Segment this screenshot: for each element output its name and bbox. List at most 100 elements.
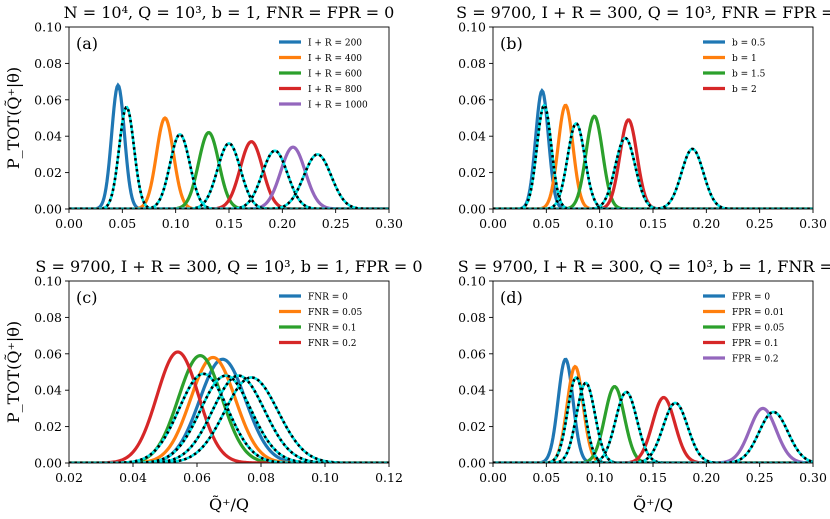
- legend-label: I + R = 1000: [308, 101, 368, 111]
- legend-label: FPR = 0: [732, 293, 770, 303]
- x-tick-label: 0.20: [692, 216, 720, 231]
- legend: FPR = 0 FPR = 0.01 FPR = 0.05 FPR = 0.1 FPR …: [703, 293, 785, 365]
- y-tick-label: 0.00: [458, 202, 486, 217]
- x-tick-label: 0.10: [586, 470, 614, 485]
- approx-line-dotted-3: [69, 374, 389, 463]
- series-line-3: [493, 114, 813, 209]
- y-tick-label: 0.06: [458, 346, 486, 361]
- legend: b = 0.5 b = 1 b = 1.5 b = 2: [703, 39, 766, 95]
- y-tick-label: 0.10: [34, 274, 62, 289]
- y-tick-label: 0.08: [458, 56, 486, 71]
- x-tick-label: 0.05: [532, 216, 560, 231]
- axes-frame: [68, 280, 390, 464]
- panel-a: 0.00 0.05 0.10 0.15 0.20 0.25 0.30 0.00 0.02 0.04…: [4, 3, 403, 231]
- y-tick-label: 0.04: [34, 383, 62, 398]
- x-axis-label: Q̃⁺/Q: [209, 495, 249, 514]
- x-tick-label: 0.05: [108, 216, 136, 231]
- approx-line-cyan-4: [493, 147, 813, 209]
- approx-line-dotted-5: [493, 410, 813, 463]
- series-line-4: [493, 118, 813, 209]
- panel-title: S = 9700, I + R = 300, Q = 10³, FNR = FP…: [456, 3, 830, 22]
- y-tick-label: 0.04: [34, 129, 62, 144]
- x-tick-label: 0.00: [55, 216, 83, 231]
- x-tick-label: 0.20: [692, 470, 720, 485]
- series-line-1: [493, 357, 813, 463]
- x-tick-label: 0.30: [375, 216, 403, 231]
- series-line-2: [493, 103, 813, 209]
- approx-line-dotted-3: [493, 136, 813, 209]
- approx-line-dotted-1: [69, 105, 389, 209]
- legend: FNR = 0 FNR = 0.05 FNR = 0.1 FNR = 0.2: [279, 293, 362, 349]
- x-tick-label: 0.00: [479, 470, 507, 485]
- approx-line-cyan-3: [69, 142, 389, 209]
- x-tick-label: 0.08: [247, 470, 275, 485]
- legend-label: FPR = 0.1: [732, 339, 779, 349]
- legend-label: I + R = 800: [308, 85, 362, 95]
- x-tick-label: 0.25: [746, 470, 774, 485]
- x-tick-label: 0.30: [799, 470, 827, 485]
- y-tick-label: 0.06: [458, 92, 486, 107]
- approx-line-cyan-3: [493, 136, 813, 209]
- legend-label: FNR = 0: [308, 293, 348, 303]
- x-tick-label: 0.05: [532, 470, 560, 485]
- x-tick-label: 0.15: [639, 216, 667, 231]
- y-tick-label: 0.00: [34, 202, 62, 217]
- panel-b: 0.00 0.05 0.10 0.15 0.20 0.25 0.30 0.00 0.02 0.04…: [456, 3, 830, 231]
- y-tick-label: 0.00: [458, 456, 486, 471]
- x-tick-label: 0.06: [183, 470, 211, 485]
- x-tick-label: 0.25: [746, 216, 774, 231]
- legend-label: I + R = 400: [308, 54, 362, 64]
- y-tick-label: 0.08: [458, 310, 486, 325]
- panel-title: S = 9700, I + R = 300, Q = 10³, b = 1, F…: [35, 257, 422, 276]
- legend-label: I + R = 600: [308, 70, 362, 80]
- legend-label: FNR = 0.1: [308, 324, 356, 334]
- legend-label: FNR = 0.05: [308, 308, 362, 318]
- y-tick-label: 0.04: [458, 383, 486, 398]
- approx-line-dotted-2: [493, 122, 813, 209]
- legend: I + R = 200 I + R = 400 I + R = 600 I + R =…: [279, 39, 368, 111]
- x-tick-label: 0.15: [639, 470, 667, 485]
- panel-c-curves: [69, 350, 389, 463]
- y-tick-label: 0.10: [34, 20, 62, 35]
- series-line-4: [493, 395, 813, 463]
- y-tick-label: 0.02: [34, 419, 62, 434]
- panel-letter: (c): [76, 288, 97, 307]
- x-tick-label: 0.00: [479, 216, 507, 231]
- x-tick-label: 0.02: [55, 470, 83, 485]
- y-tick-label: 0.02: [34, 165, 62, 180]
- panel-c: 0.02 0.04 0.06 0.08 0.10 0.120.000.020.040.06…: [4, 257, 423, 514]
- series-line-5: [493, 406, 813, 463]
- legend-label: b = 2: [732, 85, 757, 95]
- series-line-1: [69, 82, 389, 209]
- legend-label: FPR = 0.2: [732, 355, 779, 365]
- x-tick-label: 0.15: [215, 216, 243, 231]
- y-tick-label: 0.02: [458, 419, 486, 434]
- x-tick-label: 0.25: [322, 216, 350, 231]
- approx-line-cyan-5: [69, 153, 389, 209]
- y-tick-label: 0.08: [34, 310, 62, 325]
- panel-letter: (b): [500, 34, 523, 53]
- panel-letter: (d): [500, 288, 523, 307]
- y-tick-label: 0.02: [458, 165, 486, 180]
- approx-line-dotted-4: [493, 147, 813, 209]
- x-axis-label: Q̃⁺/Q: [633, 495, 673, 514]
- y-axis-label: P_TOT(Q̃⁺|θ): [4, 321, 23, 423]
- x-tick-label: 0.10: [311, 470, 339, 485]
- y-tick-label: 0.06: [34, 346, 62, 361]
- legend-label: b = 1: [732, 54, 757, 64]
- x-tick-label: 0.04: [119, 470, 147, 485]
- x-tick-label: 0.10: [586, 216, 614, 231]
- approx-line-cyan-4: [493, 401, 813, 463]
- panel-d-curves: [493, 357, 813, 463]
- panel-d: 0.00 0.05 0.10 0.15 0.20 0.25 0.30 0.00 0.02 0.04…: [458, 257, 830, 514]
- panel-title: S = 9700, I + R = 300, Q = 10³, b = 1, F…: [458, 257, 830, 276]
- series-line-4: [69, 350, 389, 463]
- y-tick-label: 0.08: [34, 56, 62, 71]
- legend-label: I + R = 200: [308, 39, 362, 49]
- series-line-2: [493, 364, 813, 463]
- panel-title: N = 10⁴, Q = 10³, b = 1, FNR = FPR = 0: [64, 3, 395, 22]
- y-tick-label: 0.00: [34, 456, 62, 471]
- y-tick-label: 0.06: [34, 92, 62, 107]
- y-tick-label: 0.04: [458, 129, 486, 144]
